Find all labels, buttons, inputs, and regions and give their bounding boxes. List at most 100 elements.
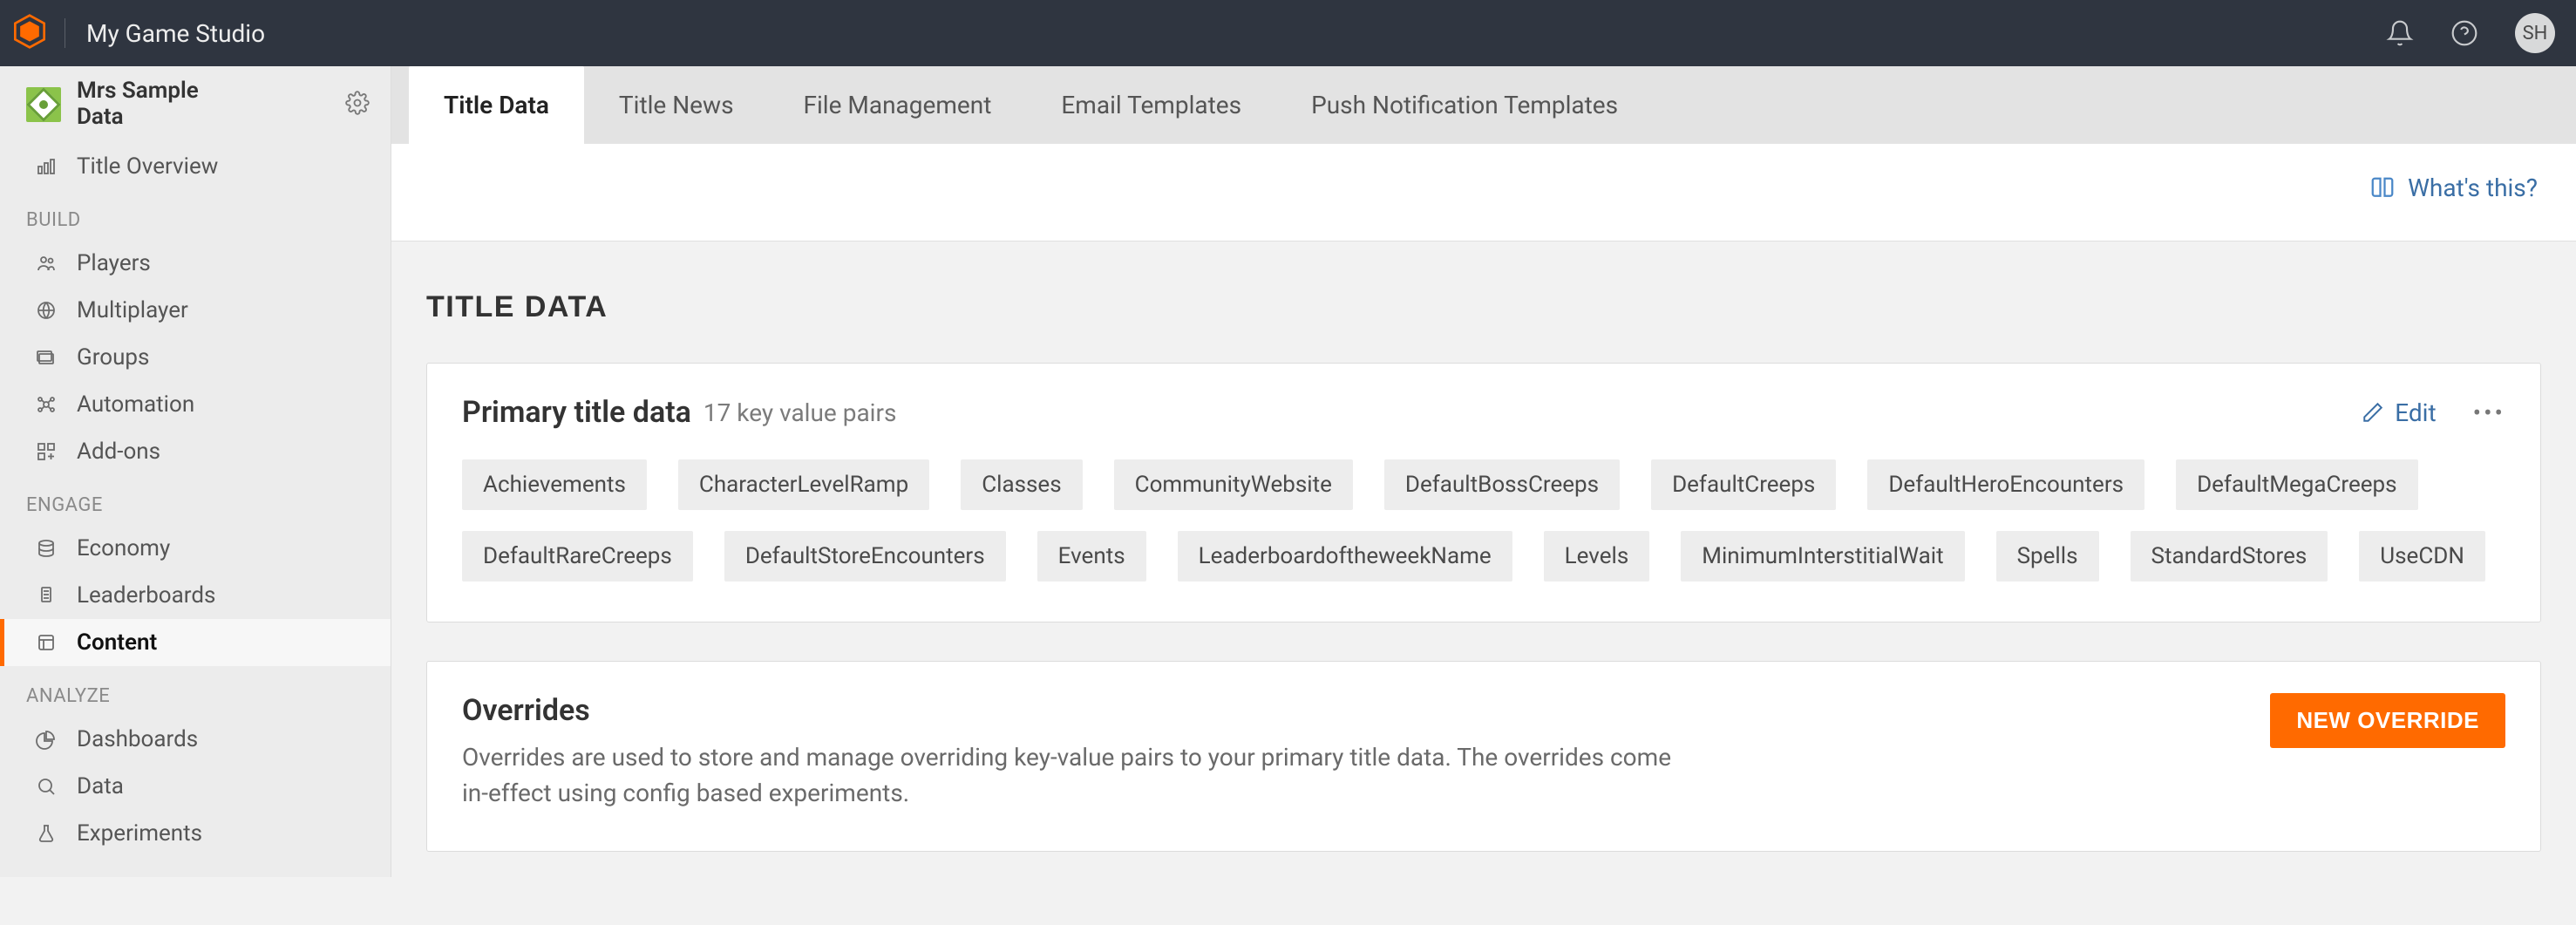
help-icon[interactable]	[2450, 19, 2478, 47]
sidebar-item-leaderboards[interactable]: Leaderboards	[0, 572, 391, 619]
automation-icon	[35, 394, 58, 415]
book-icon	[2369, 175, 2396, 201]
key-chip[interactable]: DefaultCreeps	[1651, 459, 1836, 510]
tab-title-news[interactable]: Title News	[584, 66, 769, 144]
card-header: Primary title data 17 key value pairs Ed…	[462, 395, 2505, 430]
card-title: Primary title data	[462, 395, 691, 430]
overrides-title: Overrides	[462, 693, 1682, 728]
avatar[interactable]: SH	[2515, 13, 2555, 53]
dashboard-icon	[35, 729, 58, 750]
sidebar-title[interactable]: Mrs Sample Data	[77, 78, 199, 131]
chart-icon	[35, 156, 58, 177]
key-chip[interactable]: DefaultHeroEncounters	[1867, 459, 2144, 510]
sub-header: What's this?	[391, 144, 2576, 241]
sidebar-title-line2: Data	[77, 105, 199, 131]
section-label-build: BUILD	[0, 190, 391, 240]
key-chip[interactable]: UseCDN	[2359, 531, 2485, 582]
sidebar-item-addons[interactable]: Add-ons	[0, 428, 391, 475]
brand: My Game Studio	[12, 14, 265, 52]
content-icon	[35, 632, 58, 653]
sidebar-item-dashboards[interactable]: Dashboards	[0, 716, 391, 763]
sidebar-item-label: Content	[77, 629, 157, 656]
new-override-button[interactable]: NEW OVERRIDE	[2270, 693, 2505, 748]
topbar: My Game Studio SH	[0, 0, 2576, 66]
key-chip[interactable]: StandardStores	[2131, 531, 2328, 582]
key-chip[interactable]: Events	[1037, 531, 1146, 582]
avatar-initials: SH	[2523, 23, 2548, 44]
key-chip[interactable]: CharacterLevelRamp	[678, 459, 929, 510]
tab-title-data[interactable]: Title Data	[409, 66, 584, 144]
title-icon	[26, 87, 61, 122]
key-chip[interactable]: Spells	[1996, 531, 2099, 582]
page-body: TITLE DATA Primary title data 17 key val…	[391, 241, 2576, 925]
sidebar-item-economy[interactable]: Economy	[0, 525, 391, 572]
players-icon	[35, 253, 58, 274]
topbar-right: SH	[2386, 13, 2555, 53]
key-chip[interactable]: DefaultBossCreeps	[1384, 459, 1620, 510]
edit-label: Edit	[2395, 398, 2436, 427]
key-chip[interactable]: DefaultRareCreeps	[462, 531, 693, 582]
globe-icon	[35, 300, 58, 321]
sidebar-item-label: Add-ons	[77, 439, 160, 465]
studio-name[interactable]: My Game Studio	[86, 19, 265, 48]
notifications-icon[interactable]	[2386, 19, 2414, 47]
sidebar-item-label: Players	[77, 250, 151, 276]
more-icon[interactable]: •••	[2473, 398, 2505, 427]
section-label-engage: ENGAGE	[0, 475, 391, 525]
gear-icon[interactable]	[345, 91, 370, 119]
sidebar-item-label: Leaderboards	[77, 582, 215, 609]
playfab-logo-icon[interactable]	[12, 14, 47, 52]
key-chip[interactable]: LeaderboardoftheweekName	[1178, 531, 1512, 582]
key-chip[interactable]: CommunityWebsite	[1114, 459, 1353, 510]
key-chip[interactable]: DefaultMegaCreeps	[2176, 459, 2418, 510]
whats-this-link[interactable]: What's this?	[2369, 173, 2538, 202]
tab-push-notification-templates[interactable]: Push Notification Templates	[1276, 66, 1653, 144]
key-chip[interactable]: Classes	[961, 459, 1082, 510]
overrides-text: Overrides Overrides are used to store an…	[462, 693, 1682, 811]
section-label-analyze: ANALYZE	[0, 666, 391, 716]
sidebar-title-line1: Mrs Sample	[77, 78, 199, 105]
logo-wrap	[12, 14, 65, 52]
sidebar-item-content[interactable]: Content	[0, 619, 391, 666]
overrides-card: Overrides Overrides are used to store an…	[426, 661, 2541, 852]
content: Title Data Title News File Management Em…	[391, 66, 2576, 877]
tab-file-management[interactable]: File Management	[769, 66, 1027, 144]
card-subtitle: 17 key value pairs	[703, 398, 897, 427]
tabs: Title Data Title News File Management Em…	[391, 66, 2576, 144]
folder-icon	[35, 347, 58, 368]
key-chips: Achievements CharacterLevelRamp Classes Com…	[462, 459, 2505, 582]
sidebar-item-label: Data	[77, 773, 124, 799]
sidebar: Mrs Sample Data Title Overview BUILD Pla…	[0, 66, 391, 877]
sidebar-item-label: Dashboards	[77, 726, 198, 752]
key-chip[interactable]: Achievements	[462, 459, 647, 510]
main-layout: Mrs Sample Data Title Overview BUILD Pla…	[0, 66, 2576, 877]
sidebar-item-experiments[interactable]: Experiments	[0, 810, 391, 857]
edit-button[interactable]: Edit	[2362, 398, 2436, 427]
key-chip[interactable]: DefaultStoreEncounters	[724, 531, 1006, 582]
sidebar-item-title-overview[interactable]: Title Overview	[0, 143, 391, 190]
economy-icon	[35, 538, 58, 559]
primary-title-data-card: Primary title data 17 key value pairs Ed…	[426, 363, 2541, 622]
card-actions: Edit •••	[2362, 398, 2505, 427]
sidebar-item-groups[interactable]: Groups	[0, 334, 391, 381]
sidebar-item-label: Experiments	[77, 820, 202, 847]
sidebar-item-multiplayer[interactable]: Multiplayer	[0, 287, 391, 334]
sidebar-item-label: Groups	[77, 344, 149, 371]
sidebar-item-automation[interactable]: Automation	[0, 381, 391, 428]
pencil-icon	[2362, 401, 2384, 424]
sidebar-item-label: Economy	[77, 535, 170, 561]
sidebar-item-label: Multiplayer	[77, 297, 188, 323]
sidebar-item-data[interactable]: Data	[0, 763, 391, 810]
overrides-description: Overrides are used to store and manage o…	[462, 740, 1682, 811]
sidebar-item-players[interactable]: Players	[0, 240, 391, 287]
overrides-row: Overrides Overrides are used to store an…	[462, 693, 2505, 811]
tab-email-templates[interactable]: Email Templates	[1026, 66, 1276, 144]
key-chip[interactable]: MinimumInterstitialWait	[1681, 531, 1964, 582]
sidebar-header: Mrs Sample Data	[0, 66, 391, 143]
key-chip[interactable]: Levels	[1544, 531, 1650, 582]
experiments-icon	[35, 823, 58, 844]
addons-icon	[35, 441, 58, 462]
sidebar-item-label: Title Overview	[77, 153, 218, 180]
leaderboard-icon	[35, 585, 58, 606]
sidebar-item-label: Automation	[77, 391, 194, 418]
